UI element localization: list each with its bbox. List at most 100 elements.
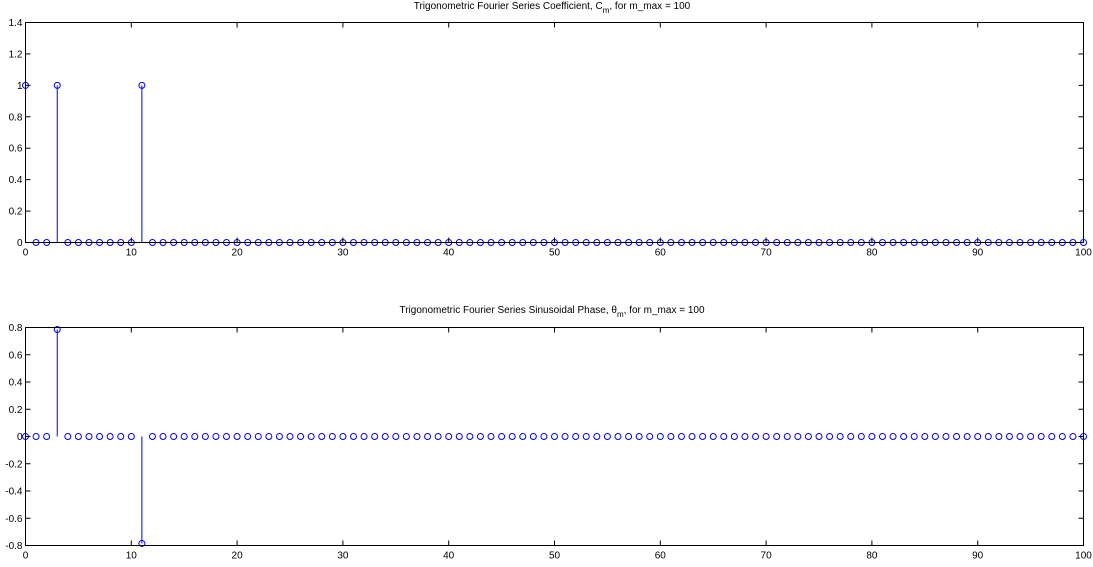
phase-x-axis: 0 10 20 30 40 50 60 70 80 90 100 [23,327,1092,562]
phase-x-tick-label: 50 [549,551,561,562]
phase-stem-marker [995,433,1003,440]
phase-stem-marker [508,433,516,440]
phase-stem-marker [1027,433,1035,440]
phase-stem-marker [741,433,749,440]
phase-stem-marker [476,433,484,440]
phase-y-tick-label: -0.8 [5,541,23,552]
phase-stem-marker [826,433,834,440]
phase-title-main: Trigonometric Fourier Series Sinusoidal … [399,305,617,316]
phase-plot-title: Trigonometric Fourier Series Sinusoidal … [399,305,704,319]
phase-stem-marker [656,433,664,440]
phase-x-tick-label: 30 [337,551,349,562]
phase-stem-marker [43,433,51,440]
phase-stem-marker [963,433,971,440]
phase-x-tick-label: 60 [655,551,667,562]
phase-stem-marker [328,433,336,440]
phase-x-tick-label: 10 [126,551,138,562]
coefficient-x-tick-label: 90 [972,248,984,259]
coefficient-x-tick-label: 100 [1075,248,1092,259]
phase-stem-marker [836,433,844,440]
phase-stem-marker [1005,433,1013,440]
phase-stem-marker [402,433,410,440]
phase-stem-marker [984,433,992,440]
phase-stem-marker [529,433,537,440]
coefficient-y-tick-label: 0.2 [9,207,23,218]
phase-stem-marker [201,433,209,440]
phase-x-tick-label: 90 [972,551,984,562]
phase-stem-marker [603,433,611,440]
phase-stem-marker [900,433,908,440]
coefficient-stem-marker [53,81,61,89]
phase-stem-marker [931,433,939,440]
phase-stem-marker [148,433,156,440]
phase-stem-marker [540,433,548,440]
phase-stem-marker [360,433,368,440]
phase-stem-marker [339,433,347,440]
phase-stem-marker [953,433,961,440]
phase-stem-marks [22,326,1087,547]
phase-stem-marker [1048,433,1056,440]
coefficient-x-tick-label: 30 [337,248,349,259]
phase-stem-marker [223,433,231,440]
phase-stem-marker [424,433,432,440]
phase-stem-marker [275,433,283,440]
phase-stem-marker [614,433,622,440]
phase-x-tick-label: 40 [443,551,455,562]
phase-stem-marker [593,433,601,440]
phase-stem-marker [392,433,400,440]
phase-stem-marker [180,433,188,440]
phase-stem-marker [127,433,135,440]
phase-stem-marker [32,433,40,440]
phase-stem-marker [106,433,114,440]
phase-y-tick-label: 0 [17,432,23,443]
phase-stem-marker [1069,433,1077,440]
phase-stem-marker [498,433,506,440]
coefficient-x-axis: 0 10 20 30 40 50 60 70 80 90 100 [23,22,1092,259]
phase-stem-marker [466,433,474,440]
phase-y-tick-label: -0.4 [5,487,23,498]
coefficient-y-axis: 0 0.2 0.4 0.6 0.8 1 1.2 1.4 [9,18,1084,249]
phase-stem-marker [117,433,125,440]
phase-stem-marker [667,433,675,440]
phase-stem-marker [551,433,558,440]
phase-stem-marker [582,433,590,440]
coefficient-y-tick-label: 1 [17,81,23,92]
coefficient-plot-title: Trigonometric Fourier Series Coefficient… [414,1,691,15]
phase-y-tick-label: -0.2 [5,459,23,470]
coefficient-x-tick-label: 50 [549,248,561,259]
phase-stem-marker [455,433,463,440]
phase-x-tick-label: 0 [23,551,29,562]
coefficient-x-tick-label: 70 [761,248,773,259]
coefficient-stem-marks [22,81,1087,246]
phase-stem-marker [85,433,93,440]
phase-y-tick-label: 0.4 [9,378,23,389]
phase-stem-marker [191,433,199,440]
coefficient-x-tick-label: 20 [232,248,244,259]
phase-stem-marker [561,433,569,440]
phase-stem-marker [254,433,262,440]
phase-stem-marker [318,433,326,440]
phase-stem-marker [381,433,389,440]
coefficient-x-tick-label: 10 [126,248,138,259]
phase-stem-marker [519,433,527,440]
coefficient-x-tick-label: 60 [655,248,667,259]
coefficient-title-main: Trigonometric Fourier Series Coefficient… [414,1,603,12]
phase-stem-marker [688,433,696,440]
phase-axes-box [25,327,1084,546]
coefficient-axes-box [25,22,1084,243]
coefficient-stem-marker [138,81,146,89]
phase-stem-marker [286,433,294,440]
phase-x-tick-label: 100 [1075,551,1092,562]
coefficient-y-tick-label: 0 [17,238,23,249]
phase-stem-marker [170,433,178,440]
phase-stem-marker [625,433,633,440]
coefficient-y-tick-label: 1.2 [9,49,23,60]
coefficient-y-tick-label: 0.4 [9,175,23,186]
phase-stem-marker [709,433,717,440]
phase-stem-marker [878,433,886,440]
phase-y-tick-label: 0.8 [9,323,23,334]
phase-stem-marker [297,433,305,440]
phase-stem-marker [74,433,82,440]
phase-stem-marker [371,433,379,440]
phase-title-tail: , for m_max = 100 [624,305,705,316]
